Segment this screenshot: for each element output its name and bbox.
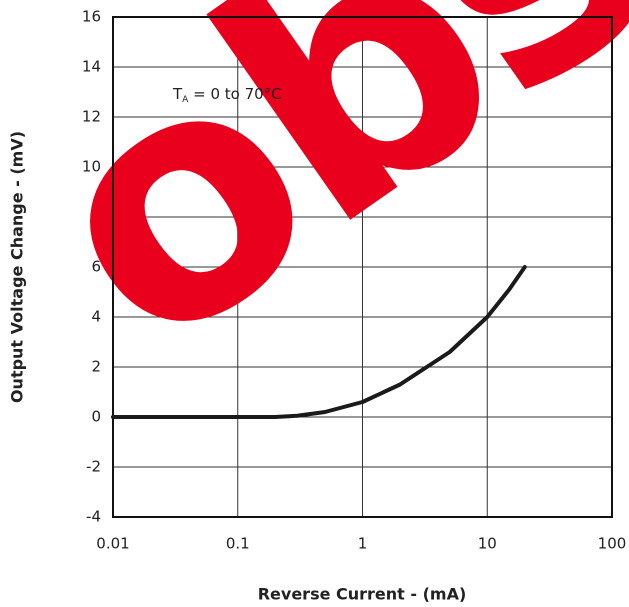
x-tick-label: 0.1 (226, 535, 250, 553)
x-tick-label: 1 (358, 535, 368, 553)
y-tick-label: 10 (82, 158, 101, 176)
x-tick-label: 10 (478, 535, 497, 553)
x-axis-title: Reverse Current - (mA) (258, 585, 467, 604)
y-tick-label: 4 (91, 308, 101, 326)
y-tick-label: 16 (82, 8, 101, 26)
y-tick-label: 2 (91, 358, 101, 376)
annotation: TA = 0 to 70°C (172, 85, 282, 105)
annotation-rest: = 0 to 70°C (188, 85, 281, 103)
y-tick-label: -4 (86, 508, 101, 526)
y-tick-label: -2 (86, 458, 101, 476)
y-tick-label: 0 (91, 408, 101, 426)
y-tick-label: 8 (91, 208, 101, 226)
plot-frame (112, 16, 613, 518)
x-tick-label: 100 (598, 535, 627, 553)
annotation-subscript: A (182, 95, 189, 105)
y-tick-label: 14 (82, 58, 101, 76)
x-tick-label: 0.01 (96, 535, 129, 553)
y-tick-label: 6 (91, 258, 101, 276)
y-axis-title: Output Voltage Change - (mV) (8, 131, 27, 403)
annotation-text: T (172, 85, 183, 103)
y-tick-label: 12 (82, 108, 101, 126)
line (111, 265, 527, 419)
